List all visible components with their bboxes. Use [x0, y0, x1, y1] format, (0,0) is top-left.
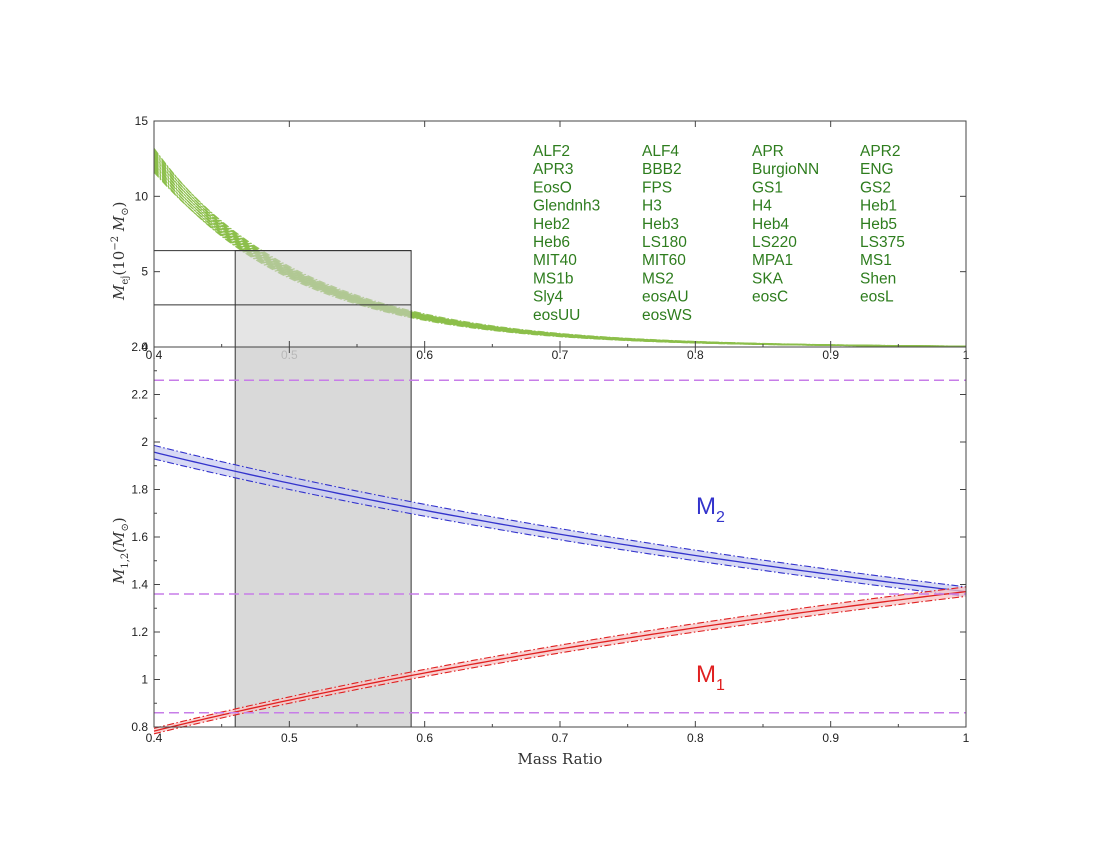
eos-legend-entry: eosAU [642, 289, 689, 306]
eos-legend-entry: eosWS [642, 307, 692, 324]
eos-legend-entry: MIT40 [533, 252, 577, 269]
component-mass-panel: 0.8 1 1.2 1.4 1.6 1.8 2 2.2 2.4 0.4 0.5 0.6 0.7 0.8 0.… [110, 340, 970, 768]
eos-legend-entry: MS1b [533, 270, 574, 287]
eos-legend-entry: MPA1 [752, 252, 793, 269]
eos-legend-entry: Glendnh3 [533, 198, 600, 215]
mass-xtick-label-3: 0.7 [552, 731, 569, 745]
mass-ytick-label-8: 2.4 [131, 340, 148, 354]
eos-legend-entry: APR3 [533, 161, 574, 178]
eos-legend-entry: ENG [860, 161, 894, 178]
eos-legend-entry: LS375 [860, 234, 905, 251]
mass-ytick-label-3: 1.4 [131, 578, 148, 592]
m1-lower-curve [153, 595, 967, 735]
ejecta-xtick-label-4: 0.8 [687, 348, 704, 362]
ejecta-ytick-label-1: 5 [141, 265, 148, 279]
ejecta-xtick-label-5: 0.9 [822, 348, 839, 362]
eos-legend-entry: BurgioNN [752, 161, 819, 178]
eos-legend-entry: MS2 [642, 270, 674, 287]
ejecta-ytick-label-3: 15 [135, 114, 149, 128]
eos-legend: ALF2 ALF4 APR APR2 APR3 BBB2 BurgioNN ENG EosO FP… [533, 143, 905, 324]
ejecta-xtick-label-3: 0.7 [552, 348, 569, 362]
ejecta-xtick-label-2: 0.6 [416, 348, 433, 362]
m2-lower-curve [153, 458, 967, 597]
eos-legend-entry: APR [752, 143, 784, 160]
m1-central-curve [153, 590, 967, 732]
mass-highlight-rect [234, 346, 412, 728]
mass-xtick-label-6: 1 [963, 731, 970, 745]
mass-ytick-label-5: 1.8 [131, 483, 148, 497]
mass-axis-ticks: 0.8 1 1.2 1.4 1.6 1.8 2 2.2 2.4 0.4 0.5 0.6 0.7 0.8 0.… [131, 340, 969, 745]
m2-series-label: M2 [696, 493, 725, 526]
eos-legend-entry: EosO [533, 179, 572, 196]
mass-xtick-label-0: 0.4 [146, 731, 163, 745]
mass-ytick-label-1: 1 [141, 673, 148, 687]
eos-legend-entry: MIT60 [642, 252, 686, 269]
mass-highlight-box [234, 346, 412, 728]
mass-y-axis-label: M1,2(M⊙) [110, 517, 131, 585]
ejecta-ytick-label-0: 0 [141, 340, 148, 354]
eos-legend-entry: LS220 [752, 234, 797, 251]
eos-legend-entry: Heb4 [752, 216, 789, 233]
m2-upper-curve [153, 444, 967, 588]
eos-legend-entry: FPS [642, 179, 672, 196]
eos-legend-entry: Heb2 [533, 216, 570, 233]
mass-curves [153, 379, 967, 735]
mass-xtick-label-4: 0.8 [687, 731, 704, 745]
eos-legend-entry: eosUU [533, 307, 580, 324]
mass-xtick-label-2: 0.6 [416, 731, 433, 745]
eos-legend-entry: BBB2 [642, 161, 682, 178]
ejecta-highlight-rect [234, 250, 412, 348]
eos-legend-entry: Heb6 [533, 234, 570, 251]
m1-series-label: M1 [696, 661, 725, 694]
eos-legend-entry: H3 [642, 198, 662, 215]
mass-ytick-label-6: 2 [141, 435, 148, 449]
eos-legend-entry: Heb3 [642, 216, 679, 233]
eos-legend-entry: H4 [752, 198, 772, 215]
mass-ytick-label-4: 1.6 [131, 530, 148, 544]
eos-legend-entry: GS2 [860, 179, 891, 196]
m1-upper-curve [153, 586, 967, 729]
eos-legend-entry: eosL [860, 289, 894, 306]
eos-legend-entry: Heb1 [860, 198, 897, 215]
mass-xtick-label-1: 0.5 [281, 731, 298, 745]
ejecta-highlight-box [154, 250, 412, 348]
eos-legend-entry: Shen [860, 270, 896, 287]
eos-legend-entry: SKA [752, 270, 784, 287]
eos-legend-entry: ALF2 [533, 143, 570, 160]
ejecta-ytick-label-2: 10 [135, 189, 149, 203]
mass-ytick-label-2: 1.2 [131, 625, 148, 639]
eos-legend-entry: eosC [752, 289, 788, 306]
eos-legend-entry: MS1 [860, 252, 892, 269]
eos-legend-entry: LS180 [642, 234, 687, 251]
mass-xtick-label-5: 0.9 [822, 731, 839, 745]
ejecta-y-axis-label: Mej(10−2 M⊙) [110, 202, 131, 301]
eos-legend-entry: Heb5 [860, 216, 897, 233]
m2-central-curve [153, 451, 967, 593]
mass-ytick-label-7: 2.2 [131, 388, 148, 402]
eos-legend-entry: Sly4 [533, 289, 564, 306]
eos-legend-entry: ALF4 [642, 143, 679, 160]
mass-ytick-label-0: 0.8 [131, 720, 148, 734]
x-axis-label: Mass Ratio [518, 750, 603, 768]
eos-legend-entry: APR2 [860, 143, 901, 160]
eos-legend-entry: GS1 [752, 179, 783, 196]
